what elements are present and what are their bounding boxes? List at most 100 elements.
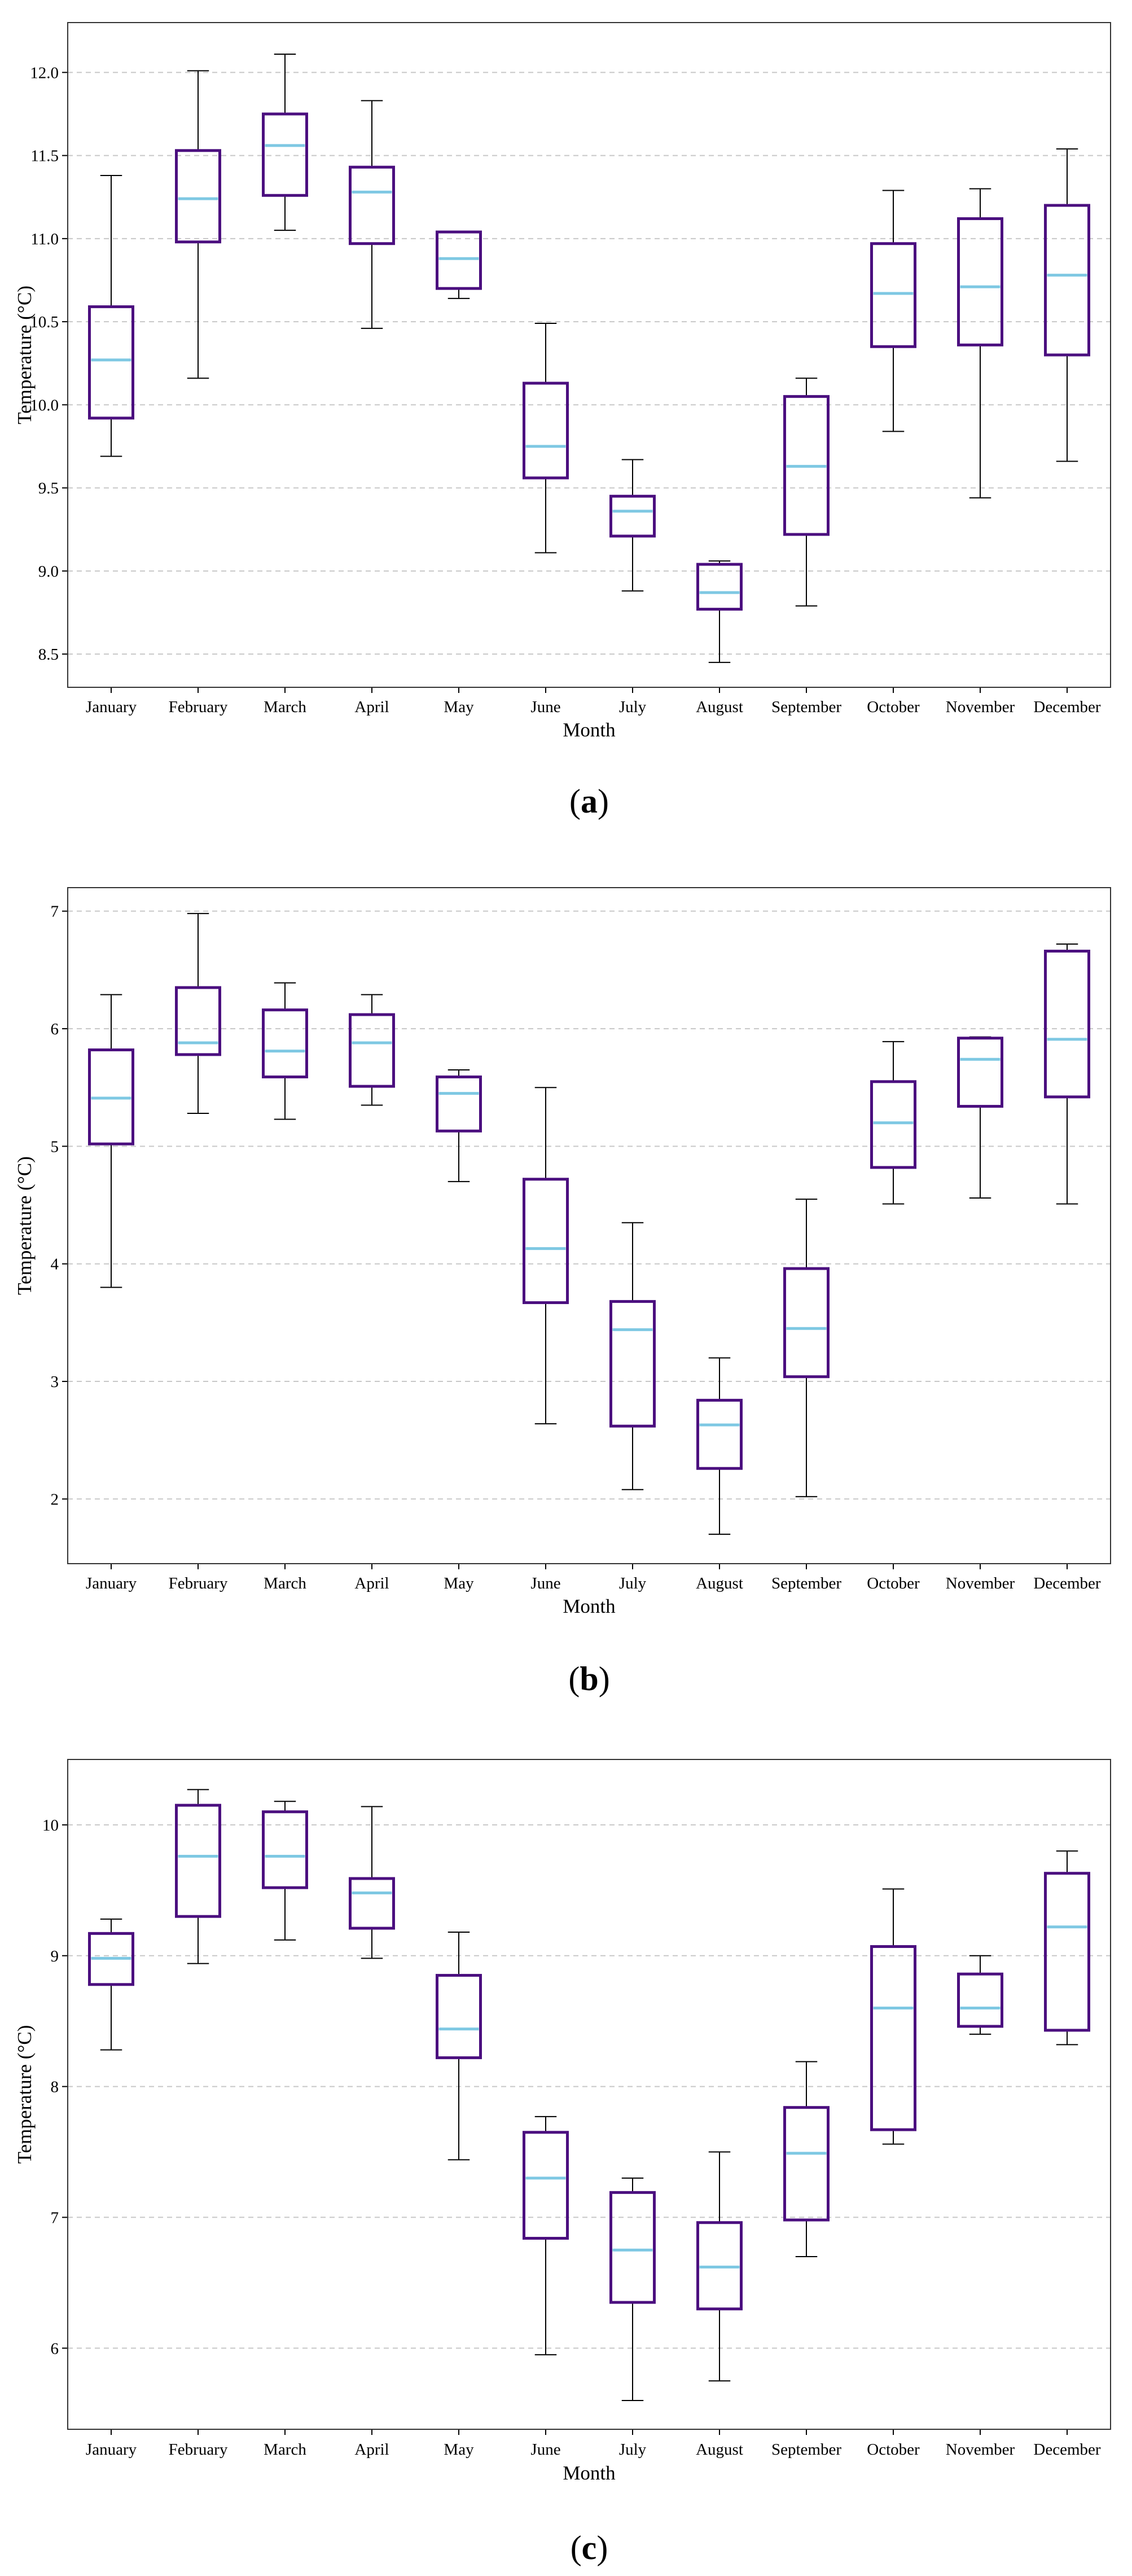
box-iqr bbox=[523, 1178, 569, 1304]
y-tick-label: 10.0 bbox=[30, 396, 59, 414]
gridlines bbox=[68, 910, 1111, 1500]
x-tick-label: May bbox=[444, 2441, 474, 2459]
y-tick-label: 12.0 bbox=[30, 64, 59, 82]
x-tick-label: November bbox=[946, 1574, 1015, 1592]
x-tick-label: September bbox=[771, 1574, 841, 1592]
box-iqr bbox=[88, 305, 134, 420]
x-axis-title: Month bbox=[563, 2462, 616, 2484]
x-tick-label: September bbox=[771, 698, 841, 716]
box-iqr bbox=[436, 1075, 482, 1133]
box-iqr bbox=[870, 242, 916, 348]
x-tick-label: August bbox=[696, 698, 743, 716]
box-november bbox=[957, 188, 1003, 499]
x-tick-label: December bbox=[1033, 1574, 1100, 1592]
box-iqr bbox=[957, 1037, 1003, 1108]
x-tick-label: March bbox=[264, 2441, 306, 2459]
box-may bbox=[436, 1932, 482, 2161]
box-iqr bbox=[609, 494, 656, 538]
box-iqr bbox=[870, 1945, 916, 2131]
box-july bbox=[609, 1222, 656, 1490]
y-tick-label: 9.0 bbox=[38, 563, 59, 581]
x-tick-label: April bbox=[354, 2441, 389, 2459]
y-tick-label: 10.5 bbox=[30, 313, 59, 331]
box-iqr bbox=[783, 2106, 830, 2222]
box-april bbox=[349, 1806, 395, 1959]
box-iqr bbox=[696, 2221, 743, 2311]
x-tick-label: May bbox=[444, 698, 474, 716]
box-november bbox=[957, 1955, 1003, 2035]
y-tick-label: 9.5 bbox=[38, 480, 59, 498]
box-december bbox=[1044, 943, 1090, 1205]
x-tick-label: November bbox=[946, 698, 1015, 716]
x-tick-label: February bbox=[169, 698, 228, 716]
x-tick-label: November bbox=[946, 2441, 1015, 2459]
x-tick-label: January bbox=[86, 1574, 137, 1592]
plot-frame bbox=[67, 1759, 1111, 2430]
box-may bbox=[436, 230, 482, 299]
y-tick-label: 2 bbox=[51, 1490, 59, 1508]
box-october bbox=[870, 1041, 916, 1205]
box-iqr bbox=[523, 381, 569, 480]
x-tick-label: July bbox=[619, 1574, 647, 1592]
x-tick-label: May bbox=[444, 1574, 474, 1592]
box-iqr bbox=[349, 1877, 395, 1930]
box-january bbox=[88, 174, 134, 457]
box-may bbox=[436, 1069, 482, 1182]
box-iqr bbox=[783, 395, 830, 536]
box-january bbox=[88, 994, 134, 1288]
y-tick-label: 5 bbox=[51, 1138, 59, 1156]
box-october bbox=[870, 190, 916, 432]
y-axis-title: Temperature (°C) bbox=[14, 286, 36, 424]
box-iqr bbox=[262, 1008, 308, 1078]
box-iqr bbox=[696, 1398, 743, 1470]
box-november bbox=[957, 1036, 1003, 1199]
y-tick-label: 6 bbox=[51, 2340, 59, 2358]
box-april bbox=[349, 100, 395, 329]
box-june bbox=[523, 2116, 569, 2355]
panel-label: (c) bbox=[571, 2529, 608, 2566]
y-tick-label: 4 bbox=[51, 1256, 59, 1274]
x-tick-label: October bbox=[867, 2441, 920, 2459]
x-axis-title: Month bbox=[563, 1595, 616, 1617]
panel-label: (b) bbox=[568, 1660, 609, 1697]
box-iqr bbox=[1044, 950, 1090, 1099]
box-iqr bbox=[262, 112, 308, 197]
box-iqr bbox=[349, 165, 395, 245]
x-tick-label: August bbox=[696, 1574, 743, 1592]
x-tick-label: March bbox=[264, 698, 306, 716]
box-september bbox=[783, 2061, 830, 2257]
x-tick-label: April bbox=[354, 698, 389, 716]
plot-frame bbox=[67, 22, 1111, 688]
x-tick-label: February bbox=[169, 1574, 228, 1592]
box-august bbox=[696, 560, 743, 663]
box-iqr bbox=[436, 1974, 482, 2060]
x-tick-label: June bbox=[530, 2441, 560, 2459]
panel-label: (a) bbox=[569, 783, 609, 820]
box-june bbox=[523, 323, 569, 554]
box-march bbox=[262, 982, 308, 1120]
box-iqr bbox=[88, 1048, 134, 1146]
y-tick-label: 7 bbox=[51, 2209, 59, 2227]
box-april bbox=[349, 994, 395, 1106]
y-tick-label: 11.0 bbox=[30, 230, 59, 248]
box-iqr bbox=[523, 2131, 569, 2240]
box-march bbox=[262, 1801, 308, 1941]
x-tick-label: June bbox=[530, 698, 560, 716]
y-tick-label: 11.5 bbox=[30, 147, 59, 165]
x-tick-label: December bbox=[1033, 2441, 1100, 2459]
y-tick-label: 10 bbox=[42, 1816, 59, 1835]
y-tick-label: 6 bbox=[51, 1020, 59, 1038]
box-september bbox=[783, 1199, 830, 1498]
x-tick-label: February bbox=[169, 2441, 228, 2459]
panel-c: 6 7 8 9 10 January February March April May June Ju… bbox=[14, 1759, 1111, 2566]
x-tick-label: October bbox=[867, 1574, 920, 1592]
y-tick-label: 3 bbox=[51, 1373, 59, 1391]
x-tick-label: July bbox=[619, 698, 647, 716]
box-iqr bbox=[175, 1803, 221, 1918]
panel-b: 2 3 4 5 6 7 January February March April May June Ju… bbox=[14, 887, 1111, 1697]
y-axis-title: Temperature (°C) bbox=[14, 1156, 36, 1295]
box-july bbox=[609, 2177, 656, 2401]
y-tick-label: 9 bbox=[51, 1947, 59, 1965]
box-june bbox=[523, 1087, 569, 1425]
